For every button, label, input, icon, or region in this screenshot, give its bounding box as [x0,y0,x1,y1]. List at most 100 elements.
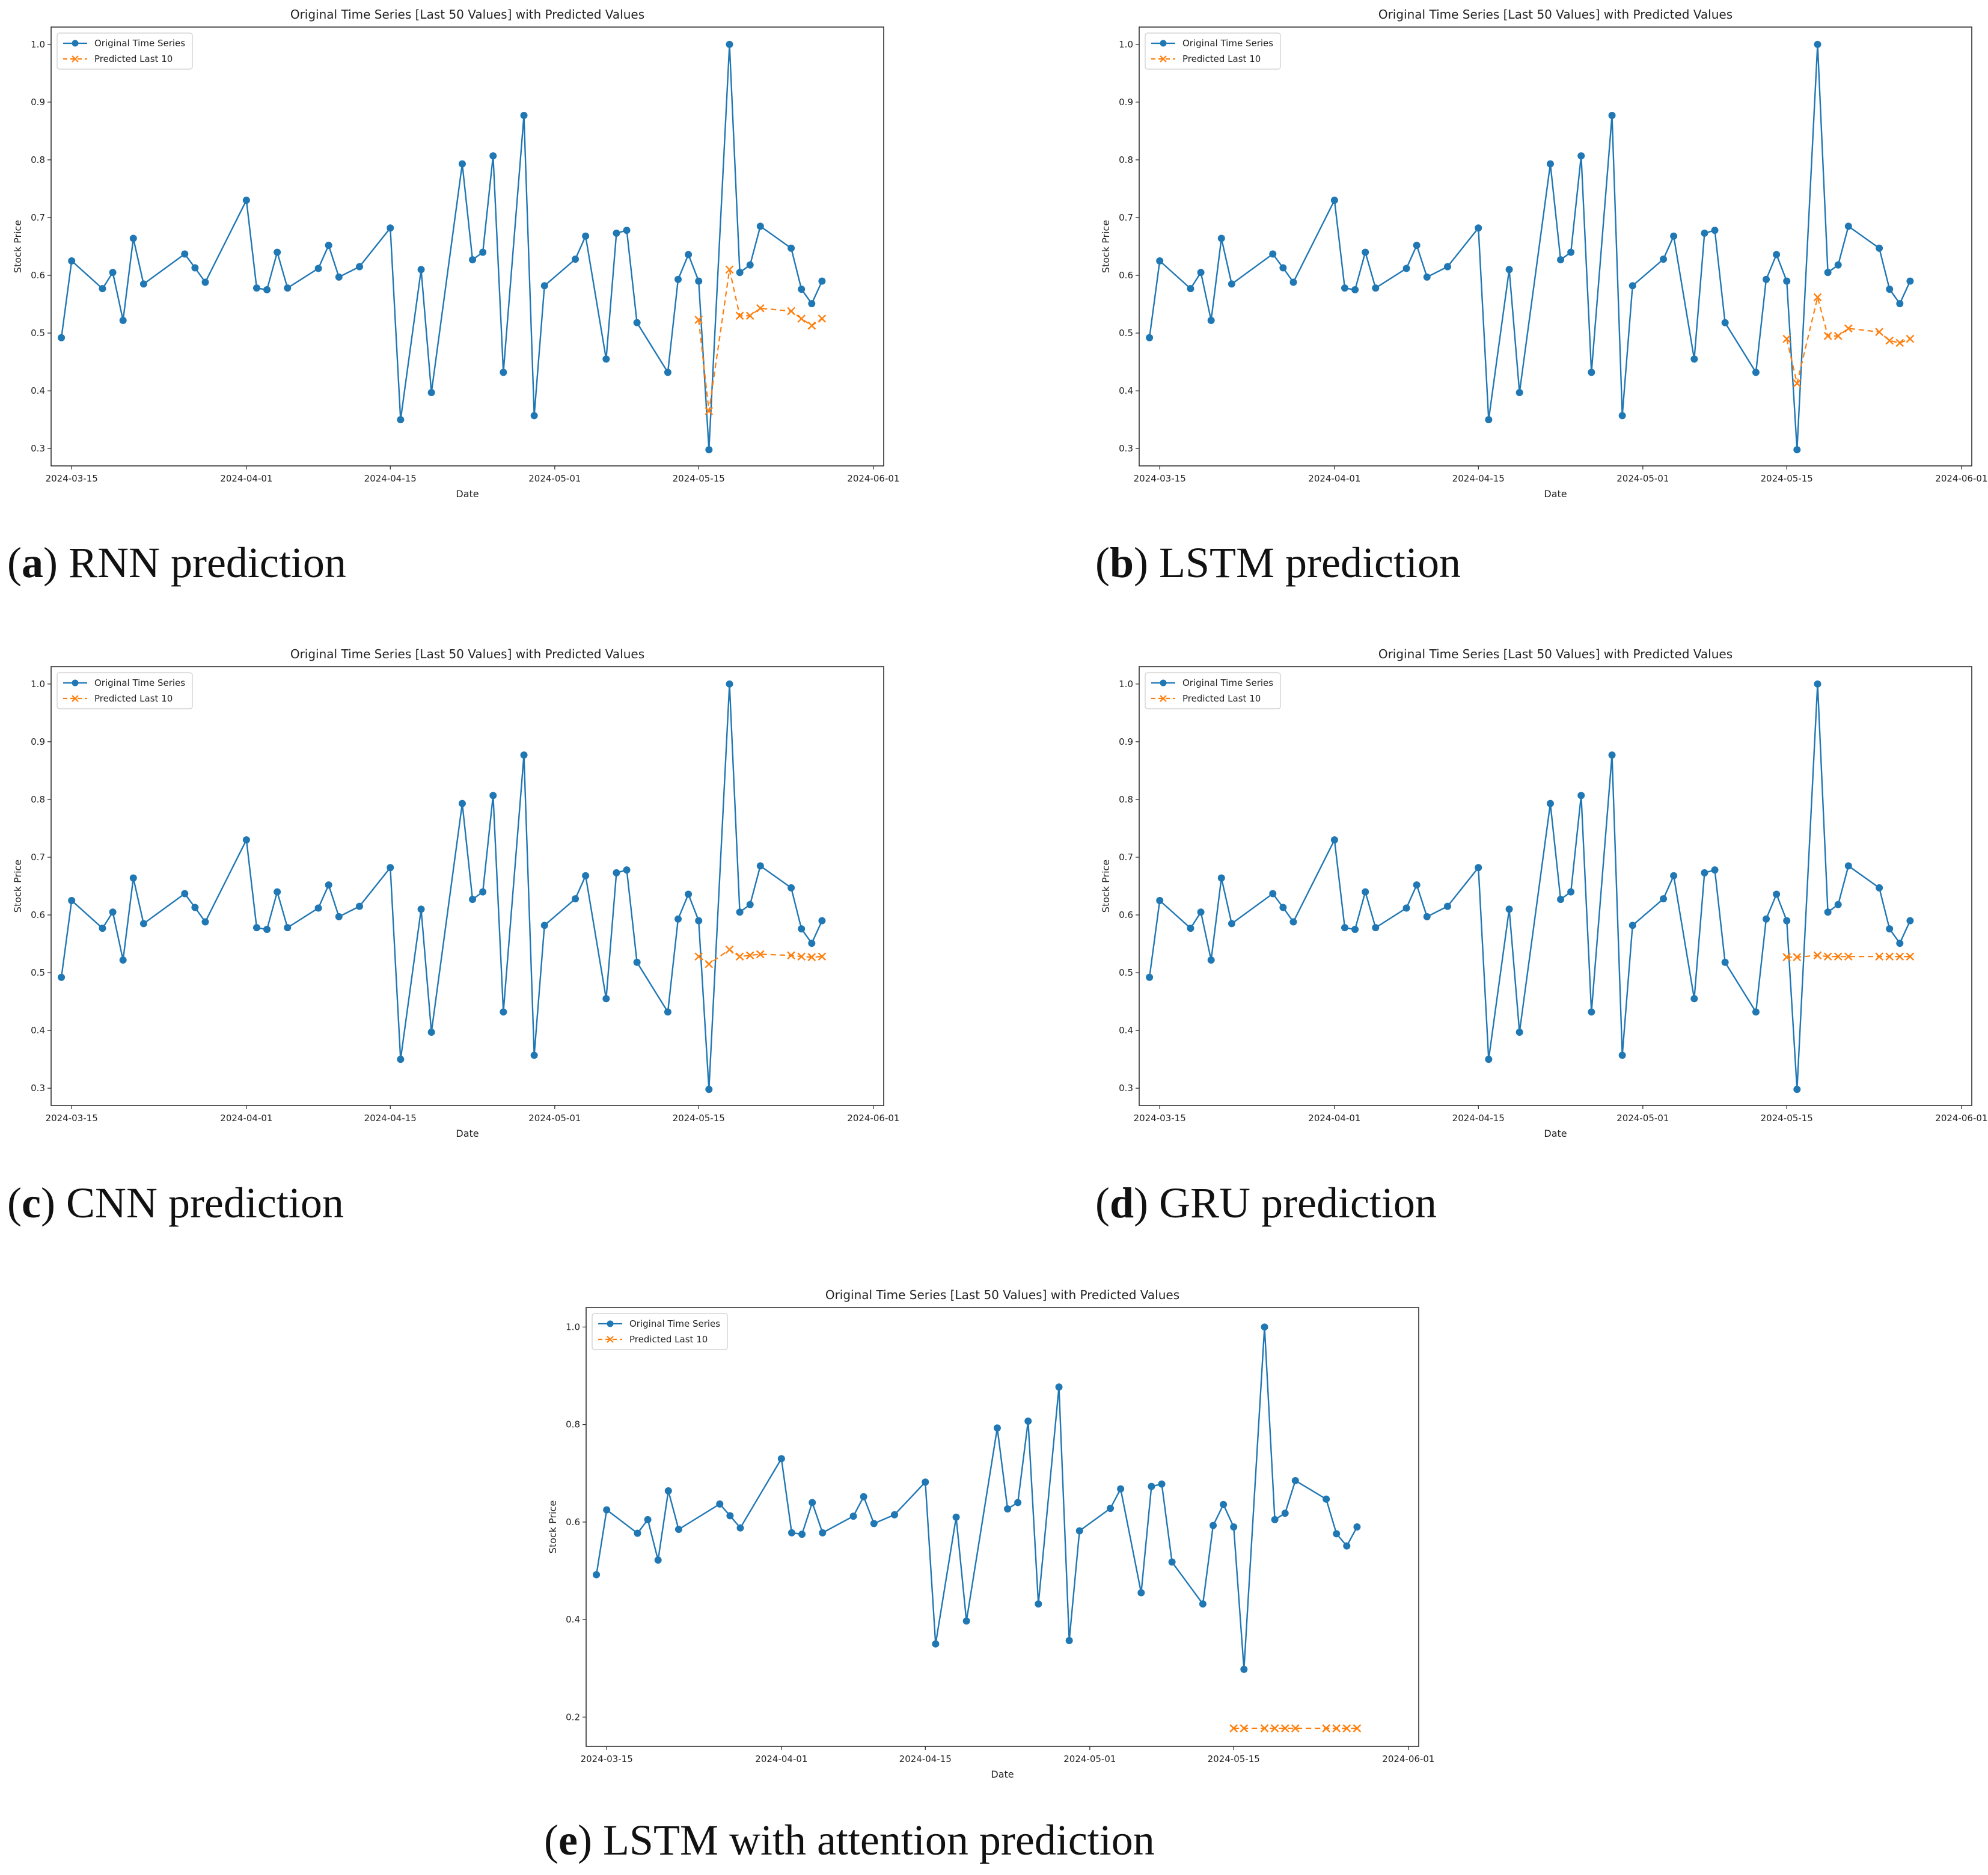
data-point-original [1824,908,1832,916]
data-point-predicted [1280,1724,1289,1733]
data-point-predicted [705,959,714,968]
data-point-predicted [1834,332,1843,340]
y-tick-label: 0.2 [566,1711,580,1722]
legend-marker [72,55,79,63]
data-point-predicted [1906,334,1915,343]
data-point-original [1279,904,1287,911]
data-point-predicted [797,314,806,323]
data-point-original [1618,412,1626,420]
data-point-original [1423,273,1431,281]
data-point-original [1289,278,1297,286]
legend: Original Time Series Predicted Last 10 [1145,32,1281,70]
data-point-original [593,1571,601,1579]
x-tick-label: 2024-04-15 [1452,1113,1505,1124]
series-line-predicted [698,269,823,411]
data-point-original [1886,286,1894,293]
caption-letter: b [1109,539,1134,587]
data-point-original [1014,1499,1022,1506]
data-point-original [1485,416,1493,424]
data-point-original [1793,1086,1801,1093]
data-point-original [274,248,281,256]
data-point-original [623,866,631,874]
data-point-original [1618,1051,1626,1059]
data-point-predicted [1342,1724,1351,1733]
data-point-original [355,263,363,271]
legend-marker [607,1320,614,1327]
data-point-original [674,275,682,283]
data-point-original [582,872,590,879]
data-point-predicted [735,952,744,961]
data-point-original [1588,1008,1595,1016]
series-line-predicted [1787,955,1910,958]
y-tick-label: 0.9 [31,736,45,747]
y-tick-label: 0.8 [1119,794,1133,805]
data-point-original [1701,229,1708,237]
data-point-original [1146,334,1154,341]
data-point-original [1156,257,1164,265]
legend-marker [72,40,79,47]
data-point-original [695,277,703,285]
x-axis-label: Date [456,488,479,500]
data-point-predicted [745,951,754,960]
y-tick-label: 0.7 [1119,852,1133,863]
legend-marker [1160,55,1167,63]
data-point-original [1156,897,1164,905]
y-tick-label: 0.3 [1119,443,1133,454]
caption-text: RNN prediction [57,539,346,587]
y-tick-label: 0.6 [1119,910,1133,920]
legend-label: Original Time Series [1182,678,1273,688]
data-point-original [1701,869,1708,876]
data-point-original [1505,266,1513,274]
legend-label: Predicted Last 10 [94,54,173,64]
data-point-original [1372,284,1380,292]
legend-label: Original Time Series [94,678,185,688]
legend: Original Time Series Predicted Last 10 [1145,672,1281,709]
caption-text: LSTM with attention prediction [592,1816,1155,1864]
data-point-original [1035,1600,1042,1608]
legend: Original Time Series Predicted Last 10 [57,32,193,70]
data-point-original [1055,1383,1063,1391]
x-tick-label: 2024-05-01 [1616,473,1669,484]
x-tick-label: 2024-03-15 [46,473,98,484]
chart-title: Original Time Series [Last 50 Values] wi… [1378,7,1733,22]
data-point-original [860,1493,867,1500]
caption-letter: c [21,1179,41,1227]
data-point-original [1876,244,1883,252]
data-point-predicted [725,945,734,954]
data-point-original [1330,836,1338,844]
data-point-predicted [807,321,816,330]
data-point-original [1711,866,1719,874]
chart-svg-e: Original Time Series [Last 50 Values] wi… [547,1288,1434,1780]
data-point-original [736,908,744,916]
data-point-original [530,1051,538,1059]
data-point-original [1721,319,1729,326]
x-tick-label: 2024-06-01 [1382,1754,1434,1764]
data-point-original [1351,926,1359,934]
data-point-original [314,904,322,912]
data-point-original [726,1512,734,1520]
data-point-original [1269,890,1277,898]
data-point-original [1351,286,1359,294]
data-point-original [479,888,487,896]
data-point-predicted [1332,1724,1341,1733]
data-point-original [489,152,497,160]
data-point-original [99,925,106,932]
y-tick-label: 0.7 [31,852,45,863]
x-tick-label: 2024-04-01 [755,1754,807,1764]
data-point-original [263,286,271,294]
x-tick-label: 2024-05-01 [1063,1754,1116,1764]
x-axis-label: Date [1544,488,1567,500]
y-tick-label: 1.0 [566,1321,580,1332]
data-point-original [129,234,137,242]
y-tick-label: 0.8 [566,1419,580,1430]
x-axis-label: Date [1544,1128,1567,1139]
data-point-original [1763,275,1770,283]
data-point-original [427,389,435,397]
legend-marker [1160,40,1167,47]
y-tick-label: 0.4 [1119,385,1133,396]
data-point-original [68,257,76,265]
data-point-original [1690,355,1698,363]
caption-letter: e [558,1816,578,1864]
data-point-original [500,1008,507,1016]
subfigure-caption-b: (b) LSTM prediction [1095,539,1461,587]
